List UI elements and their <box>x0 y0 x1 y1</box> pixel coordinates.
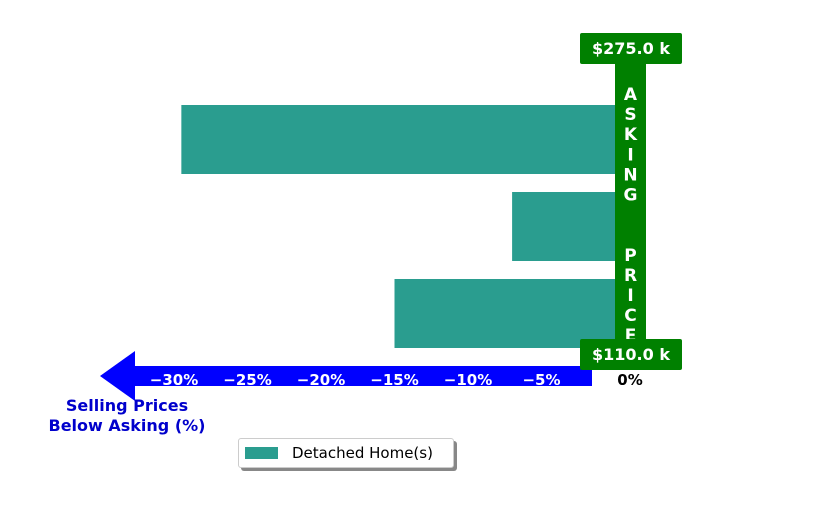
x-axis-label-line: Selling Prices <box>66 396 188 415</box>
x-tick-label: −20% <box>297 371 345 389</box>
bar-2 <box>394 279 615 348</box>
legend: Detached Home(s) <box>238 438 454 468</box>
asking-price-letter: G <box>624 186 638 206</box>
bar-0 <box>181 105 615 174</box>
asking-price-letter: R <box>624 266 637 286</box>
price-max-label: $275.0 k <box>592 39 670 58</box>
x-axis-group: −30% −25% −20% −15% −10% −5% 0% Selling PricesB… <box>49 351 643 435</box>
x-tick-label: −5% <box>522 371 560 389</box>
x-tick-label: 0% <box>617 371 642 389</box>
price-min-label: $110.0 k <box>592 345 670 364</box>
asking-price-letter: A <box>624 85 638 105</box>
bars-group <box>181 105 615 348</box>
x-tick-label: −30% <box>150 371 198 389</box>
asking-price-bar <box>615 62 646 344</box>
x-tick-label: −15% <box>370 371 418 389</box>
x-axis-label-line: Below Asking (%) <box>49 416 206 435</box>
legend-label: Detached Home(s) <box>292 444 433 462</box>
axis-arrow <box>100 351 592 401</box>
asking-price-letter: S <box>624 105 636 125</box>
asking-price-letter: E <box>625 326 637 346</box>
bar-1 <box>512 192 615 261</box>
asking-price-letter: I <box>627 286 633 306</box>
asking-price-letter: I <box>627 145 633 165</box>
asking-price-letter: C <box>624 306 636 326</box>
price-max-badge <box>580 33 682 64</box>
price-min-badge <box>580 339 682 370</box>
x-tick-label: −10% <box>444 371 492 389</box>
legend-swatch <box>245 447 278 459</box>
x-tick-label: −25% <box>223 371 271 389</box>
asking-price-letter: P <box>624 246 636 266</box>
asking-price-letter: K <box>624 125 638 145</box>
asking-price-letter: N <box>623 165 637 185</box>
